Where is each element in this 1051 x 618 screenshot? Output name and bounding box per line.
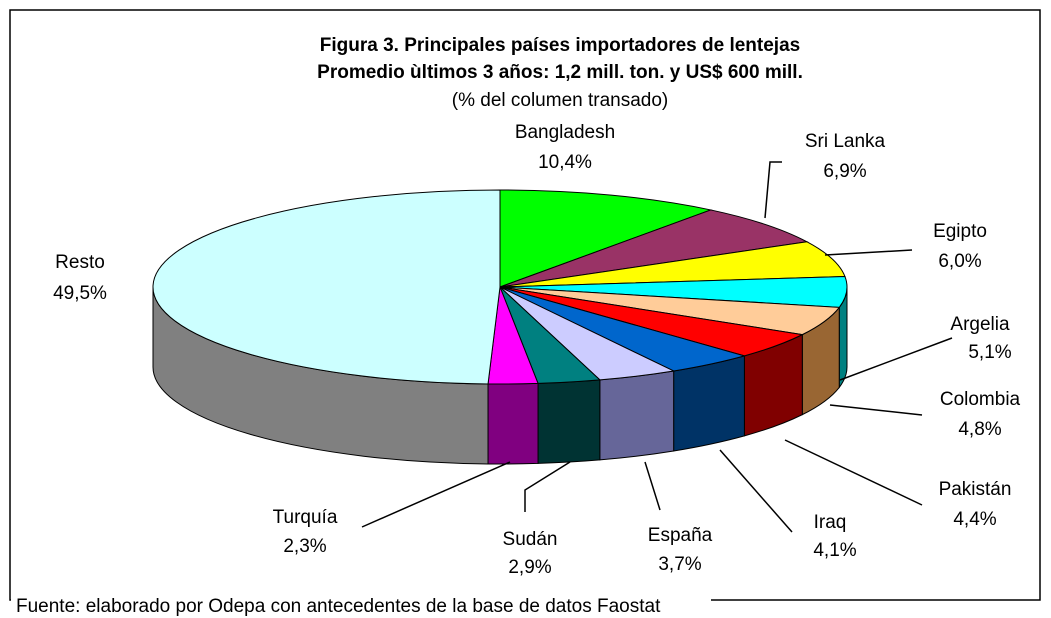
slice-label: Colombia bbox=[940, 389, 1021, 410]
slice-value: 2,3% bbox=[283, 536, 326, 557]
chart-subtitle: Promedio ùltimos 3 años: 1,2 mill. ton. … bbox=[317, 62, 803, 83]
leader-line bbox=[361, 461, 511, 528]
slice-side bbox=[599, 370, 675, 461]
slice-value: 4,4% bbox=[953, 509, 996, 530]
source-bg bbox=[11, 596, 711, 618]
leader-line bbox=[524, 461, 571, 512]
slice-label: Sri Lanka bbox=[805, 131, 886, 152]
slice-value: 5,1% bbox=[968, 342, 1011, 363]
slice-value: 2,9% bbox=[508, 557, 551, 578]
slice bbox=[499, 209, 809, 288]
leader-line bbox=[829, 404, 923, 416]
chart-title: Figura 3. Principales países importadore… bbox=[320, 35, 800, 56]
slice bbox=[152, 189, 501, 385]
slice-label: Pakistán bbox=[939, 479, 1012, 500]
slice-value: 3,7% bbox=[658, 554, 701, 575]
slice-value: 4,8% bbox=[958, 419, 1001, 440]
leader-line bbox=[764, 161, 782, 219]
slice bbox=[499, 241, 846, 288]
slice-label: Sudán bbox=[503, 529, 558, 550]
slice-side bbox=[673, 355, 745, 452]
chart-note: (% del columen transado) bbox=[452, 90, 669, 111]
slice-label: Egipto bbox=[933, 221, 987, 242]
slice-side bbox=[537, 379, 601, 464]
slice-label: Turquía bbox=[273, 507, 338, 528]
source: Fuente: elaborado por Odepa con antecede… bbox=[16, 596, 661, 617]
slice-side bbox=[487, 382, 539, 465]
slice-label: Resto bbox=[55, 252, 105, 273]
slice-value: 4,1% bbox=[813, 540, 856, 561]
leader-line bbox=[839, 337, 953, 381]
leader-line bbox=[824, 249, 913, 256]
leader-line bbox=[644, 461, 661, 511]
slice bbox=[499, 189, 713, 288]
slice-value: 10,4% bbox=[538, 152, 592, 173]
leader-line bbox=[719, 449, 793, 533]
slice-label: Iraq bbox=[814, 512, 847, 533]
slice-label: Bangladesh bbox=[515, 122, 615, 143]
slice-label: Argelia bbox=[950, 314, 1010, 335]
leader-line bbox=[784, 439, 923, 506]
slice-value: 6,9% bbox=[823, 161, 866, 182]
slice-value: 6,0% bbox=[938, 251, 981, 272]
slice-value: 49,5% bbox=[53, 283, 107, 304]
slice-label: España bbox=[648, 525, 713, 546]
